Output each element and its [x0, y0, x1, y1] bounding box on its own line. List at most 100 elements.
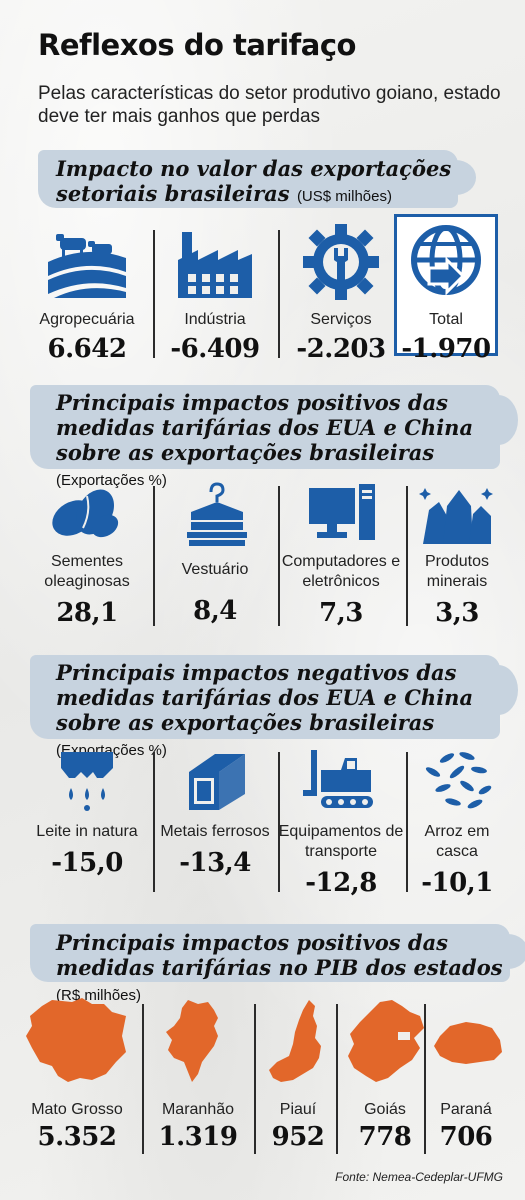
- state-maranhao: Maranhão 1.319: [148, 996, 248, 1152]
- section-2-unit: (Exportações %): [56, 472, 167, 489]
- sector-label: Total: [429, 311, 463, 328]
- section-2-band: [30, 385, 518, 469]
- product-value: 8,4: [193, 596, 237, 626]
- state-value: 952: [271, 1122, 325, 1152]
- milk-drops-icon: [61, 752, 113, 811]
- sector-label: Indústria: [184, 311, 246, 328]
- product-value: -10,1: [421, 868, 493, 898]
- divider: [336, 1004, 338, 1154]
- section-4-band: [30, 924, 525, 982]
- metal-bar-icon: [189, 754, 245, 810]
- divider: [406, 752, 408, 892]
- product-metais: Metais ferrosos -13,4: [160, 748, 270, 878]
- sector-servicos: Serviços -2.203: [286, 222, 396, 364]
- divider: [278, 486, 280, 626]
- product-label: Leite in natura: [36, 823, 138, 840]
- state-mato-grosso: Mato Grosso 5.352: [18, 996, 136, 1152]
- section-2-row: Sementes oleaginosas 28,1 Vestuário 8,4 …: [28, 482, 498, 632]
- divider: [406, 486, 408, 626]
- divider: [278, 752, 280, 892]
- state-label: Maranhão: [161, 1101, 235, 1118]
- product-value: -12,8: [305, 868, 377, 898]
- product-minerais: Produtos minerais 3,3: [412, 482, 502, 628]
- section-1-title-text: Impacto no valor das exportações setoria…: [56, 156, 452, 206]
- state-value: 5.352: [37, 1122, 117, 1152]
- divider: [142, 1004, 144, 1154]
- product-value: 3,3: [435, 598, 479, 628]
- section-1-band: [38, 150, 476, 208]
- section-4-title-text: Principais impactos positivos das medida…: [56, 930, 503, 980]
- product-label: Equipamentos de transporte: [278, 823, 404, 860]
- source-note: Fonte: Nemea-Cedeplar-UFMG: [335, 1170, 503, 1184]
- piaui-map-icon: [269, 1000, 321, 1082]
- state-value: 706: [439, 1122, 493, 1152]
- sector-label: Agropecuária: [39, 311, 135, 328]
- state-value: 1.319: [158, 1122, 238, 1152]
- state-value: 778: [358, 1122, 412, 1152]
- section-1-title: Impacto no valor das exportações setoria…: [56, 156, 456, 209]
- product-vestuario: Vestuário 8,4: [160, 482, 270, 626]
- state-label: Piauí: [279, 1101, 317, 1118]
- section-2-title: Principais impactos positivos das medida…: [56, 390, 506, 493]
- sector-label: Serviços: [310, 311, 372, 328]
- state-label: Goiás: [364, 1101, 406, 1118]
- product-value: -13,4: [179, 848, 251, 878]
- divider: [254, 1004, 256, 1154]
- sector-agropecuaria: Agropecuária 6.642: [28, 222, 146, 364]
- product-arroz: Arroz em casca -10,1: [412, 748, 502, 898]
- section-4-unit: (R$ milhões): [56, 987, 142, 1004]
- product-value: 28,1: [56, 598, 118, 628]
- section-3-row: Leite in natura -15,0 Metais ferrosos -1…: [28, 748, 498, 898]
- wrench-gear-icon: [303, 224, 379, 300]
- divider: [153, 486, 155, 626]
- cattle-field-icon: [48, 234, 126, 298]
- section-4-title: Principais impactos positivos das medida…: [56, 930, 516, 1008]
- globe-arrow-icon: [411, 225, 481, 296]
- page-subtitle: Pelas características do setor produtivo…: [38, 83, 501, 127]
- section-3-band: [30, 655, 518, 739]
- sector-industria: Indústria -6.409: [160, 222, 270, 364]
- product-label: Metais ferrosos: [160, 823, 270, 840]
- rice-grains-icon: [425, 752, 492, 809]
- product-label: Arroz em casca: [424, 823, 490, 860]
- product-sementes: Sementes oleaginosas 28,1: [28, 482, 146, 628]
- state-goias: Goiás 778: [336, 996, 434, 1152]
- divider: [278, 230, 280, 358]
- product-label: Produtos minerais: [424, 553, 490, 590]
- state-piaui: Piauí 952: [254, 996, 342, 1152]
- sector-value: -6.409: [170, 334, 260, 364]
- product-label: Sementes oleaginosas: [44, 553, 130, 590]
- product-computadores: Computadores e eletrônicos 7,3: [278, 482, 404, 628]
- computer-icon: [309, 484, 375, 540]
- product-label: Vestuário: [181, 561, 249, 578]
- divider: [424, 1004, 426, 1154]
- goias-map-icon: [348, 1000, 424, 1082]
- section-3-title: Principais impactos negativos das medida…: [56, 660, 506, 763]
- sector-value: -2.203: [296, 334, 386, 364]
- maranhao-map-icon: [166, 1000, 218, 1082]
- factory-icon: [178, 232, 252, 298]
- parana-map-icon: [434, 1022, 502, 1064]
- sector-value: 6.642: [47, 334, 127, 364]
- section-2-title-text: Principais impactos positivos das medida…: [56, 390, 474, 465]
- section-1-row: Agropecuária 6.642 Indústria -6.409: [28, 214, 498, 364]
- clothes-hanger-icon: [187, 482, 247, 546]
- sector-value: -1.970: [401, 334, 491, 364]
- product-equipamentos: Equipamentos de transporte -12,8: [278, 748, 404, 898]
- page-title: Reflexos do tarifaço: [38, 28, 356, 62]
- state-label: Mato Grosso: [31, 1101, 123, 1118]
- product-value: 7,3: [319, 598, 363, 628]
- state-parana: Paraná 706: [424, 996, 508, 1152]
- divider: [153, 230, 155, 358]
- crystals-icon: [419, 488, 493, 544]
- beans-icon: [52, 489, 119, 538]
- section-3-title-text: Principais impactos negativos das medida…: [56, 660, 474, 735]
- product-label: Computadores e eletrônicos: [281, 553, 401, 590]
- forklift-icon: [303, 750, 373, 808]
- section-4-row: Mato Grosso 5.352 Maranhão 1.319 Piauí 9…: [18, 996, 508, 1156]
- state-label: Paraná: [440, 1101, 492, 1118]
- mato-grosso-map-icon: [26, 998, 126, 1082]
- product-leite: Leite in natura -15,0: [28, 748, 146, 878]
- section-1-unit: (US$ milhões): [296, 188, 392, 205]
- product-value: -15,0: [51, 848, 123, 878]
